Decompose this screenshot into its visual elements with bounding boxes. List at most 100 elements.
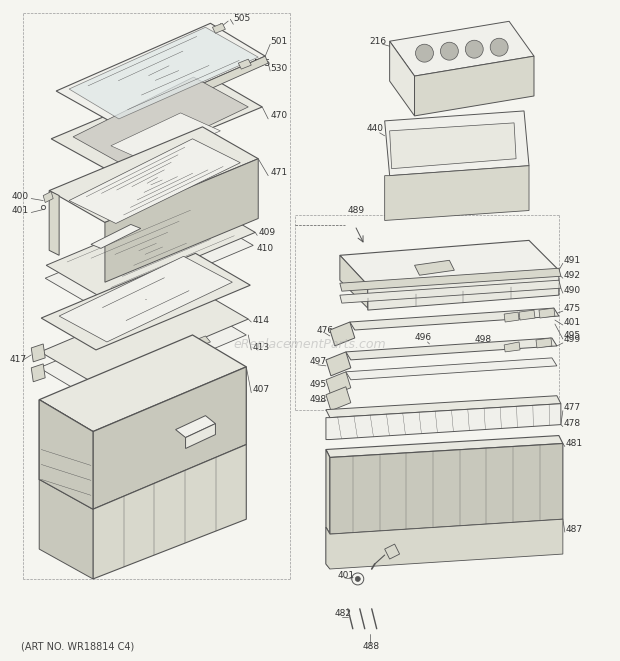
- Text: 530: 530: [270, 63, 288, 73]
- Text: 471: 471: [270, 168, 287, 177]
- Polygon shape: [111, 113, 220, 163]
- Text: 492: 492: [564, 271, 581, 280]
- Polygon shape: [39, 335, 246, 432]
- Text: (ART NO. WR18814 C4): (ART NO. WR18814 C4): [21, 642, 135, 652]
- Text: 487: 487: [566, 525, 583, 533]
- Circle shape: [440, 42, 458, 60]
- Polygon shape: [536, 338, 552, 348]
- Text: 493: 493: [368, 541, 385, 549]
- Text: 476: 476: [317, 325, 334, 334]
- Text: 418: 418: [101, 315, 118, 323]
- Text: 413: 413: [252, 344, 269, 352]
- Polygon shape: [39, 400, 93, 509]
- Polygon shape: [415, 260, 454, 275]
- Polygon shape: [340, 280, 561, 303]
- Text: 470: 470: [270, 112, 287, 120]
- Text: 501: 501: [270, 37, 288, 46]
- Text: 498: 498: [310, 395, 327, 405]
- Polygon shape: [389, 41, 415, 116]
- Text: 407: 407: [252, 385, 269, 394]
- Polygon shape: [185, 424, 215, 449]
- Polygon shape: [326, 436, 563, 457]
- Text: 440: 440: [367, 124, 384, 134]
- Text: 401: 401: [11, 206, 29, 215]
- Polygon shape: [415, 56, 534, 116]
- Text: 475: 475: [564, 303, 581, 313]
- Polygon shape: [326, 519, 563, 569]
- Text: 489: 489: [348, 206, 365, 215]
- Polygon shape: [346, 338, 557, 360]
- Polygon shape: [368, 270, 559, 310]
- Polygon shape: [91, 225, 141, 249]
- Polygon shape: [69, 27, 259, 119]
- Circle shape: [415, 44, 433, 62]
- Polygon shape: [41, 253, 250, 350]
- Text: 496: 496: [415, 333, 432, 342]
- Text: 477: 477: [564, 403, 581, 412]
- Polygon shape: [39, 479, 93, 579]
- Text: 401: 401: [338, 572, 355, 580]
- Polygon shape: [330, 444, 563, 534]
- Polygon shape: [340, 241, 559, 285]
- Text: 505: 505: [233, 14, 250, 23]
- Polygon shape: [238, 59, 251, 69]
- Polygon shape: [93, 444, 246, 579]
- Polygon shape: [384, 111, 529, 176]
- Polygon shape: [45, 214, 253, 310]
- Polygon shape: [519, 310, 535, 320]
- Polygon shape: [46, 200, 255, 297]
- Text: 495: 495: [310, 380, 327, 389]
- Text: 417: 417: [9, 356, 27, 364]
- Polygon shape: [504, 342, 520, 352]
- Polygon shape: [330, 322, 355, 346]
- Text: 505: 505: [253, 59, 270, 67]
- Polygon shape: [31, 364, 45, 382]
- Polygon shape: [73, 77, 248, 166]
- Polygon shape: [49, 127, 259, 223]
- Circle shape: [465, 40, 483, 58]
- Polygon shape: [59, 256, 233, 342]
- Text: 414: 414: [252, 315, 269, 325]
- Polygon shape: [93, 367, 246, 509]
- Text: 482: 482: [335, 609, 352, 618]
- Polygon shape: [213, 23, 226, 33]
- Text: 498: 498: [474, 336, 492, 344]
- Text: 481: 481: [566, 439, 583, 448]
- Text: 411,412: 411,412: [101, 460, 138, 469]
- Polygon shape: [195, 336, 210, 346]
- Polygon shape: [326, 372, 351, 396]
- Polygon shape: [175, 416, 215, 438]
- Polygon shape: [340, 268, 561, 291]
- Text: 491: 491: [564, 256, 581, 265]
- Polygon shape: [539, 308, 555, 318]
- Circle shape: [490, 38, 508, 56]
- Polygon shape: [49, 190, 59, 255]
- Polygon shape: [326, 387, 351, 410]
- Text: 410: 410: [256, 244, 273, 253]
- Polygon shape: [113, 56, 268, 131]
- Polygon shape: [340, 255, 368, 308]
- Text: 499: 499: [564, 336, 581, 344]
- Polygon shape: [389, 21, 534, 76]
- Polygon shape: [39, 400, 93, 509]
- Text: 400: 400: [11, 192, 29, 201]
- Polygon shape: [69, 139, 241, 223]
- Polygon shape: [326, 396, 561, 418]
- Polygon shape: [384, 544, 400, 559]
- Polygon shape: [51, 74, 262, 171]
- Text: 490: 490: [564, 286, 581, 295]
- Polygon shape: [350, 308, 559, 330]
- Text: 488: 488: [363, 642, 380, 651]
- Text: 401: 401: [564, 317, 581, 327]
- Polygon shape: [326, 449, 330, 534]
- Text: 216: 216: [370, 37, 387, 46]
- Polygon shape: [43, 192, 53, 202]
- Text: 497: 497: [310, 358, 327, 366]
- Polygon shape: [105, 159, 259, 282]
- Text: eReplacementParts.com: eReplacementParts.com: [234, 338, 386, 352]
- Polygon shape: [389, 123, 516, 169]
- Text: 409: 409: [259, 228, 275, 237]
- Polygon shape: [346, 358, 557, 380]
- Polygon shape: [40, 287, 248, 384]
- Polygon shape: [31, 344, 45, 362]
